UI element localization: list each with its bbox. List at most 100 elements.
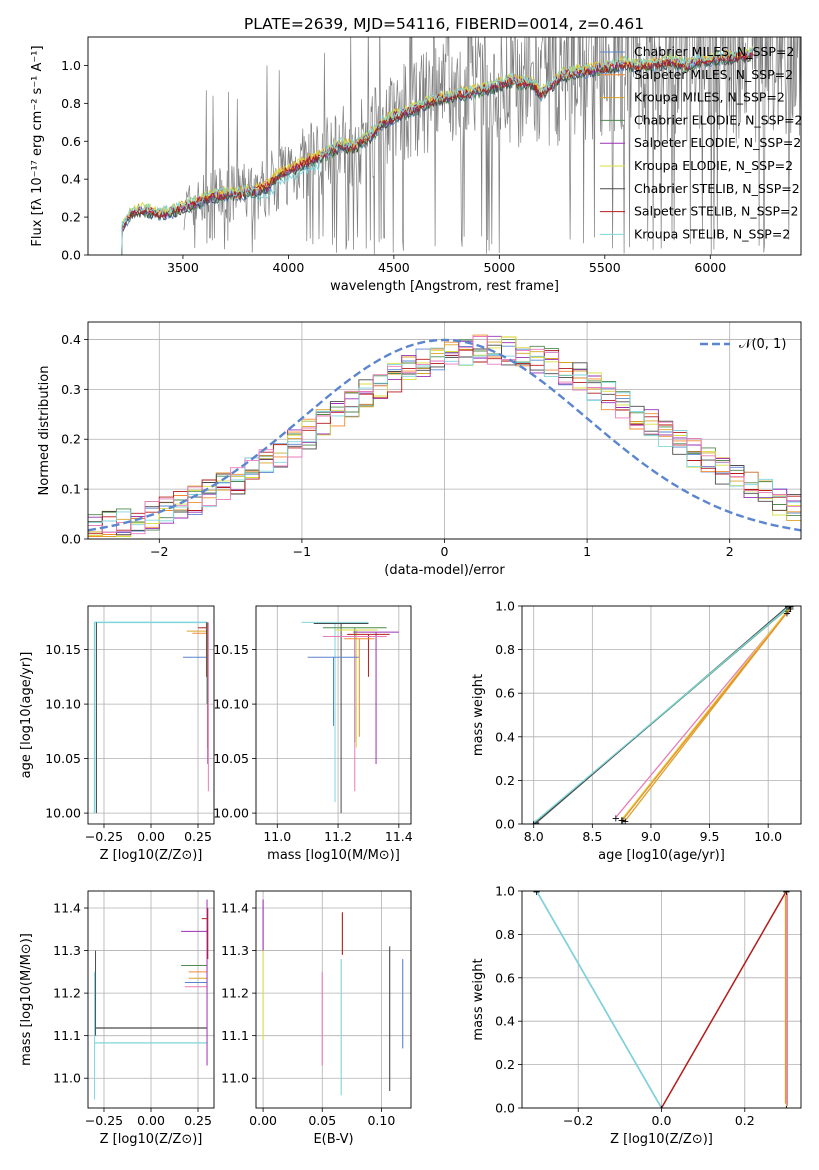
- y-axis-label: mass weight: [471, 958, 486, 1040]
- model-spectrum-line: [121, 53, 753, 255]
- y-tick-label: 11.3: [53, 943, 81, 958]
- legend-entry: Salpeter ELODIE, N_SSP=2: [634, 135, 801, 150]
- legend-entry: Kroupa STELIB, N_SSP=2: [634, 226, 790, 241]
- y-tick-label: 0.8: [61, 96, 81, 111]
- y-tick-label: 0.0: [495, 1101, 515, 1116]
- x-axis-label: mass [log10(M/M⊙)]: [267, 848, 400, 863]
- x-tick-label: 2: [726, 544, 734, 559]
- x-tick-label: 6000: [694, 260, 726, 275]
- axes-frame: [87, 36, 802, 256]
- plot-area-massweight-vs-age: ++++++++++++++++: [530, 604, 795, 828]
- y-tick-label: 10.10: [45, 697, 81, 712]
- x-axis-label: Z [log10(Z/Z⊙)]: [610, 1132, 713, 1147]
- axes-age-vs-Z: −0.25 0.00 0.25 10.00 10.05 10.10 10.15 Z [log1…: [19, 605, 215, 863]
- data-marker: +: [782, 1104, 790, 1115]
- x-tick-label: 11.2: [324, 829, 352, 844]
- x-tick-label: 0.25: [184, 829, 212, 844]
- x-tick-label: 1: [583, 544, 591, 559]
- x-tick-label: 9.0: [641, 829, 661, 844]
- x-tick-label: 0.00: [137, 829, 165, 844]
- legend-entry: Kroupa ELODIE, N_SSP=2: [634, 158, 793, 173]
- data-marker: +: [783, 609, 791, 620]
- y-tick-label: 0.3: [61, 382, 81, 397]
- y-tick-label: 0.4: [495, 729, 515, 744]
- y-tick-label: 1.0: [495, 884, 515, 899]
- plot-layer: 3500 4000 4500 5000 5500 6000 0.0 0.2 0.4 0.6 0.8 1…: [19, 36, 803, 1147]
- x-tick-label: −0.25: [85, 829, 123, 844]
- y-tick-label: 11.3: [221, 943, 249, 958]
- y-tick-label: 11.4: [53, 901, 81, 916]
- y-tick-label: 0.4: [495, 1014, 515, 1029]
- y-tick-label: 0.6: [495, 970, 515, 985]
- y-tick-label: 0.4: [61, 332, 81, 347]
- y-tick-label: 11.2: [53, 986, 81, 1001]
- data-marker: +: [782, 887, 790, 898]
- axes-massweight-vs-age: ++++++++++++++++8.0 8.5 9.0 9.5 10.0 0.0 0.2 0.…: [471, 599, 802, 863]
- x-tick-label: −0.2: [563, 1113, 593, 1128]
- x-tick-label: 3500: [167, 260, 199, 275]
- y-tick-label: 11.1: [221, 1028, 249, 1043]
- spectrum-legend: Chabrier MILES, N_SSP=2 Salpeter MILES, N…: [600, 44, 803, 241]
- y-axis-label: Normed distribution: [37, 366, 52, 496]
- x-axis-label: wavelength [Angstrom, rest frame]: [330, 279, 559, 294]
- y-tick-label: 1.0: [61, 58, 81, 73]
- y-tick-label: 0.0: [61, 248, 81, 263]
- axes-frame: [521, 605, 802, 825]
- x-tick-label: 0: [441, 544, 449, 559]
- y-axis-label: Flux [fλ 10⁻¹⁷ erg cm⁻² s⁻¹ A⁻¹]: [30, 45, 45, 246]
- x-axis-label: (data-model)/error: [384, 563, 505, 578]
- mass-weight-line: [622, 612, 788, 821]
- x-tick-label: 8.0: [524, 829, 544, 844]
- y-tick-label: 0.8: [495, 642, 515, 657]
- mass-weight-line: [535, 891, 663, 1108]
- plot-area-age-vs-mass: [301, 621, 399, 814]
- y-tick-label: 0.6: [495, 686, 515, 701]
- y-tick-label: 10.05: [45, 751, 81, 766]
- residual-histogram: [88, 336, 801, 535]
- legend-entry: Chabrier ELODIE, N_SSP=2: [634, 112, 803, 127]
- data-marker: +: [621, 817, 629, 828]
- x-tick-label: 0.00: [249, 1113, 277, 1128]
- residual-legend: 𝒩(0, 1): [700, 337, 786, 352]
- data-marker: +: [786, 604, 794, 615]
- plot-area-spectrum: [121, 37, 801, 255]
- y-tick-label: 0.2: [495, 773, 515, 788]
- x-tick-label: 9.5: [700, 829, 720, 844]
- y-tick-label: 10.00: [213, 806, 249, 821]
- normal-curve: [88, 338, 801, 532]
- axes-frame: [255, 605, 412, 825]
- plot-area-residuals: [88, 334, 801, 537]
- mass-weight-line: [660, 891, 788, 1108]
- axes-age-vs-mass: 11.0 11.2 11.4 10.00 10.05 10.10 10.15 mass [lo…: [213, 605, 413, 863]
- x-axis-label: age [log10(age/yr)]: [598, 848, 725, 863]
- x-tick-label: 0.0: [652, 1113, 672, 1128]
- y-tick-label: 0.0: [495, 817, 515, 832]
- y-axis-label: mass [log10(M/M⊙)]: [19, 933, 34, 1066]
- data-marker: +: [619, 816, 627, 827]
- y-tick-label: 10.00: [45, 806, 81, 821]
- x-tick-label: 10.0: [754, 829, 782, 844]
- x-axis-label: E(B-V): [313, 1132, 353, 1147]
- y-tick-label: 1.0: [495, 599, 515, 614]
- legend-entry: 𝒩(0, 1): [739, 337, 786, 352]
- y-tick-label: 0.2: [495, 1057, 515, 1072]
- legend-entry: Salpeter MILES, N_SSP=2: [634, 67, 793, 82]
- figure-title: PLATE=2639, MJD=54116, FIBERID=0014, z=0…: [244, 15, 644, 33]
- x-tick-label: 8.5: [582, 829, 602, 844]
- legend-entry: Salpeter STELIB, N_SSP=2: [634, 204, 798, 219]
- x-tick-label: −0.25: [85, 1113, 123, 1128]
- data-marker: +: [612, 813, 620, 824]
- x-tick-label: −1: [293, 544, 311, 559]
- x-tick-label: 0.00: [137, 1113, 165, 1128]
- y-tick-label: 0.4: [61, 172, 81, 187]
- legend-entry: Chabrier MILES, N_SSP=2: [634, 44, 794, 59]
- x-tick-label: 11.0: [263, 829, 291, 844]
- y-tick-label: 11.0: [221, 1071, 249, 1086]
- y-tick-label: 10.05: [213, 751, 249, 766]
- y-axis-label: age [log10(age/yr)]: [19, 652, 34, 779]
- axes-mass-vs-Z: −0.25 0.00 0.25 11.0 11.1 11.2 11.3 11.4 Z [log1…: [19, 890, 215, 1147]
- y-tick-label: 11.0: [53, 1071, 81, 1086]
- x-tick-label: 0.05: [308, 1113, 336, 1128]
- y-tick-label: 11.2: [221, 986, 249, 1001]
